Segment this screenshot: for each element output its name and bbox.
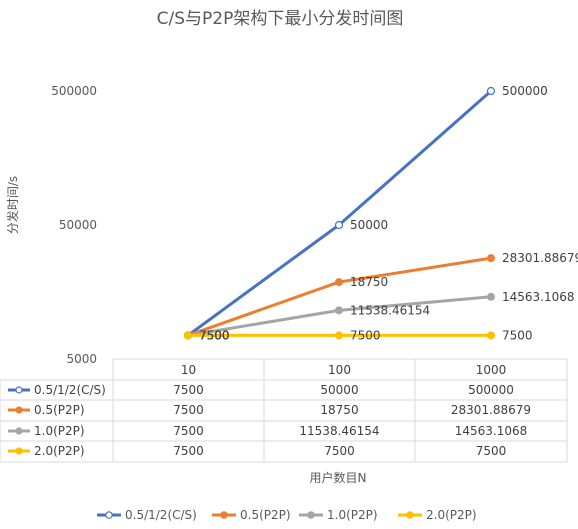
table-series-name: 1.0(P2P) [34, 424, 85, 438]
data-point [487, 292, 495, 301]
data-point [487, 254, 495, 263]
data-point [335, 306, 343, 315]
table-cell: 7500 [173, 383, 204, 397]
table-legend-key-marker [15, 447, 23, 455]
table-cell: 18750 [320, 403, 358, 417]
table-cell: 14563.1068 [455, 424, 528, 438]
data-label: 7500 [199, 328, 230, 342]
y-tick-label: 5000 [66, 352, 97, 366]
table-cell: 7500 [173, 444, 204, 458]
y-tick-label: 50000 [59, 218, 97, 232]
chart-title: C/S与P2P架构下最小分发时间图 [157, 9, 404, 29]
y-tick-label: 500000 [51, 84, 97, 98]
legend-key-marker [105, 511, 113, 519]
x-tick-label: 1000 [476, 363, 507, 377]
data-point [334, 220, 344, 230]
data-label: 7500 [502, 328, 533, 342]
table-cell: 500000 [468, 383, 514, 397]
data-label: 7500 [199, 328, 230, 342]
data-label: 18750 [350, 275, 388, 289]
table-cell: 50000 [320, 383, 358, 397]
legend-label: 0.5(P2P) [240, 508, 291, 522]
data-label: 500000 [502, 84, 548, 98]
data-label: 50000 [350, 218, 388, 232]
x-axis-title: 用户数目N [310, 470, 367, 485]
data-label: 7500 [350, 328, 381, 342]
table-cell: 28301.88679 [451, 403, 531, 417]
legend-key-marker [307, 511, 315, 519]
table-cell: 11538.46154 [299, 424, 379, 438]
table-series-name: 0.5(P2P) [34, 403, 85, 417]
data-label: 14563.1068 [502, 290, 575, 304]
legend-label: 0.5/1/2(C/S) [125, 508, 197, 522]
legend-key-marker [406, 511, 414, 519]
table-cell: 7500 [476, 444, 507, 458]
y-axis-title: 分发时间/s [5, 176, 20, 234]
table-cell: 7500 [173, 424, 204, 438]
legend-label: 2.0(P2P) [426, 508, 477, 522]
series-line [187, 89, 492, 337]
data-point [487, 331, 495, 340]
legend-label: 1.0(P2P) [327, 508, 378, 522]
table-legend-key-marker [15, 386, 23, 394]
data-point [184, 331, 192, 340]
data-point [335, 331, 343, 340]
table-cell: 7500 [173, 403, 204, 417]
table-series-name: 2.0(P2P) [34, 444, 85, 458]
table-legend-key-marker [15, 406, 23, 414]
x-tick-label: 100 [328, 363, 351, 377]
legend-key-marker [220, 511, 228, 519]
data-point [335, 278, 343, 287]
table-legend-key-marker [15, 427, 23, 435]
data-point [486, 86, 496, 96]
series-line [187, 256, 492, 337]
data-label: 7500 [199, 328, 230, 342]
table-series-name: 0.5/1/2(C/S) [34, 383, 106, 397]
table-cell: 7500 [324, 444, 355, 458]
data-label: 7500 [199, 328, 230, 342]
x-tick-label: 10 [181, 363, 196, 377]
data-label: 11538.46154 [350, 303, 430, 317]
data-label: 28301.88679 [502, 251, 578, 265]
